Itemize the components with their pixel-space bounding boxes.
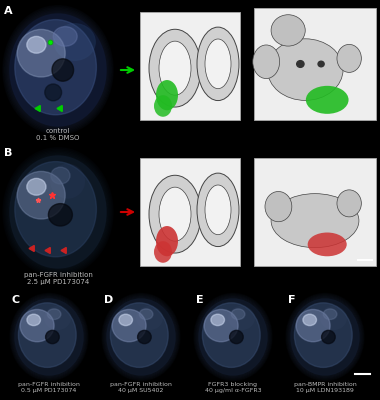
Ellipse shape (138, 330, 151, 344)
Ellipse shape (203, 303, 260, 368)
Ellipse shape (268, 39, 343, 100)
Text: B: B (4, 148, 13, 158)
Ellipse shape (45, 306, 70, 330)
Ellipse shape (15, 20, 97, 115)
Text: pan-BMPR inhibition
10 μM LDN193189: pan-BMPR inhibition 10 μM LDN193189 (294, 382, 356, 393)
Ellipse shape (199, 299, 267, 375)
Ellipse shape (291, 299, 359, 375)
Ellipse shape (205, 39, 231, 89)
Ellipse shape (51, 164, 84, 198)
Ellipse shape (46, 330, 59, 344)
Ellipse shape (48, 204, 73, 226)
Text: D: D (104, 295, 113, 305)
Ellipse shape (230, 330, 243, 344)
Text: C: C (12, 295, 20, 305)
Ellipse shape (197, 27, 239, 100)
Ellipse shape (337, 44, 361, 72)
Ellipse shape (294, 303, 352, 368)
Ellipse shape (337, 190, 361, 217)
Ellipse shape (321, 330, 335, 344)
Ellipse shape (53, 26, 77, 46)
Text: pan-FGFR inhibition
2.5 μM PD173074: pan-FGFR inhibition 2.5 μM PD173074 (24, 272, 92, 285)
Ellipse shape (204, 310, 238, 342)
FancyBboxPatch shape (140, 12, 240, 120)
Ellipse shape (47, 309, 61, 320)
Ellipse shape (303, 314, 317, 326)
Ellipse shape (323, 309, 337, 320)
Text: pan-FGFR inhibition
0.5 μM PD173074: pan-FGFR inhibition 0.5 μM PD173074 (18, 382, 80, 393)
Ellipse shape (149, 29, 201, 107)
Ellipse shape (265, 192, 292, 222)
Ellipse shape (15, 162, 97, 257)
Ellipse shape (27, 314, 41, 326)
Ellipse shape (318, 61, 324, 67)
Ellipse shape (149, 175, 201, 253)
Ellipse shape (306, 86, 348, 114)
Ellipse shape (15, 299, 83, 375)
Ellipse shape (10, 156, 106, 268)
Ellipse shape (17, 29, 65, 77)
Ellipse shape (229, 306, 254, 330)
Ellipse shape (17, 171, 65, 219)
Ellipse shape (111, 303, 168, 368)
FancyBboxPatch shape (254, 158, 376, 266)
Ellipse shape (271, 194, 359, 248)
Ellipse shape (297, 61, 304, 67)
Ellipse shape (271, 15, 305, 46)
Ellipse shape (139, 309, 153, 320)
Text: control
0.1 % DMSO: control 0.1 % DMSO (36, 128, 80, 141)
Text: pan-FGFR inhibition
40 μM SU5402: pan-FGFR inhibition 40 μM SU5402 (110, 382, 172, 393)
Ellipse shape (211, 314, 225, 326)
Text: E: E (196, 295, 204, 305)
FancyBboxPatch shape (254, 8, 376, 120)
Ellipse shape (159, 41, 191, 95)
Ellipse shape (156, 80, 178, 110)
Ellipse shape (45, 84, 62, 101)
Ellipse shape (231, 309, 245, 320)
Ellipse shape (51, 167, 70, 184)
Ellipse shape (18, 303, 76, 368)
Ellipse shape (321, 306, 346, 330)
Ellipse shape (205, 185, 231, 235)
Ellipse shape (308, 232, 347, 256)
Ellipse shape (253, 45, 280, 78)
Ellipse shape (137, 306, 162, 330)
Ellipse shape (154, 95, 172, 117)
Ellipse shape (27, 36, 46, 53)
Ellipse shape (156, 226, 178, 256)
Ellipse shape (159, 187, 191, 241)
Ellipse shape (197, 173, 239, 246)
Ellipse shape (112, 310, 146, 342)
Ellipse shape (296, 310, 330, 342)
FancyBboxPatch shape (140, 158, 240, 266)
Ellipse shape (20, 310, 54, 342)
Ellipse shape (27, 178, 46, 195)
Ellipse shape (154, 241, 172, 263)
Ellipse shape (54, 24, 95, 60)
Ellipse shape (119, 314, 133, 326)
Ellipse shape (52, 59, 74, 81)
Ellipse shape (10, 14, 106, 126)
Text: F: F (288, 295, 296, 305)
Text: A: A (4, 6, 13, 16)
Ellipse shape (107, 299, 175, 375)
Text: FGFR3 blocking
40 μg/ml α-FGFR3: FGFR3 blocking 40 μg/ml α-FGFR3 (205, 382, 261, 393)
